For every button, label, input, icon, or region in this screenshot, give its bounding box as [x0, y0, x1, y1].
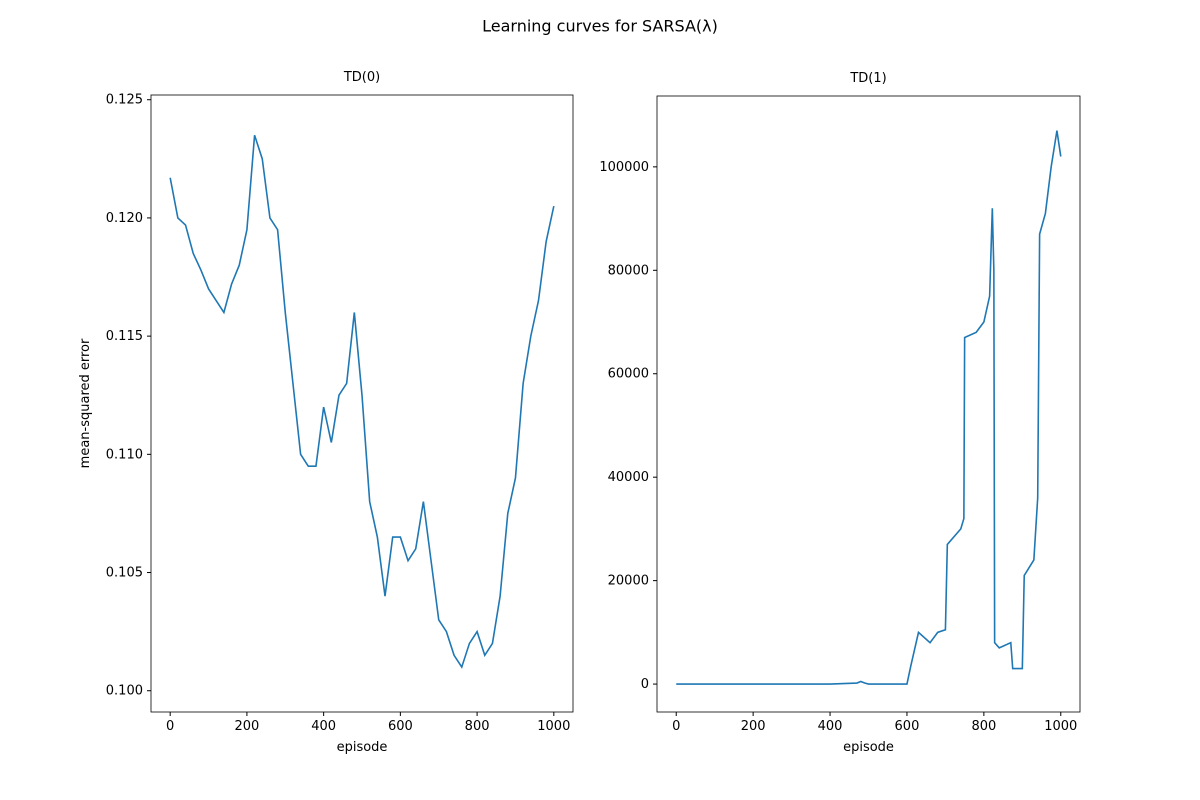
- y-tick-label: 100000: [599, 160, 649, 175]
- y-tick-label: 0: [641, 677, 649, 692]
- x-tick-label: 800: [465, 719, 490, 734]
- x-tick-label: 600: [895, 719, 920, 734]
- y-tick-label: 0.110: [106, 447, 143, 462]
- figure-title: Learning curves for SARSA(λ): [482, 17, 718, 36]
- series-line: [169, 134, 555, 669]
- x-tick-label: 1000: [537, 719, 570, 734]
- y-tick-label: 20000: [608, 574, 649, 589]
- y-tick-label: 80000: [608, 263, 649, 278]
- axes-frame: [656, 95, 1081, 713]
- x-tick-label: 0: [166, 719, 174, 734]
- x-tick-label: 200: [741, 719, 766, 734]
- x-axis-label: episode: [843, 740, 894, 755]
- y-tick-label: 0.115: [106, 329, 143, 344]
- axes-title: TD(1): [849, 71, 886, 86]
- axes-title: TD(0): [343, 70, 380, 85]
- axes-frame: [150, 94, 574, 713]
- y-tick-label: 0.120: [106, 211, 143, 226]
- x-tick-label: 200: [234, 719, 259, 734]
- y-tick-label: 0.105: [106, 566, 143, 581]
- x-tick-label: 400: [311, 719, 336, 734]
- x-axis-label: episode: [337, 740, 388, 755]
- x-tick-label: 800: [971, 719, 996, 734]
- y-tick-label: 0.100: [106, 684, 143, 699]
- x-tick-label: 0: [672, 719, 680, 734]
- x-tick-label: 400: [818, 719, 843, 734]
- x-tick-label: 600: [388, 719, 413, 734]
- x-tick-label: 1000: [1044, 719, 1077, 734]
- series-line: [676, 130, 1062, 685]
- y-axis-label: mean-squared error: [78, 338, 93, 468]
- y-tick-label: 0.125: [106, 93, 143, 108]
- y-tick-label: 60000: [608, 367, 649, 382]
- y-tick-label: 40000: [608, 470, 649, 485]
